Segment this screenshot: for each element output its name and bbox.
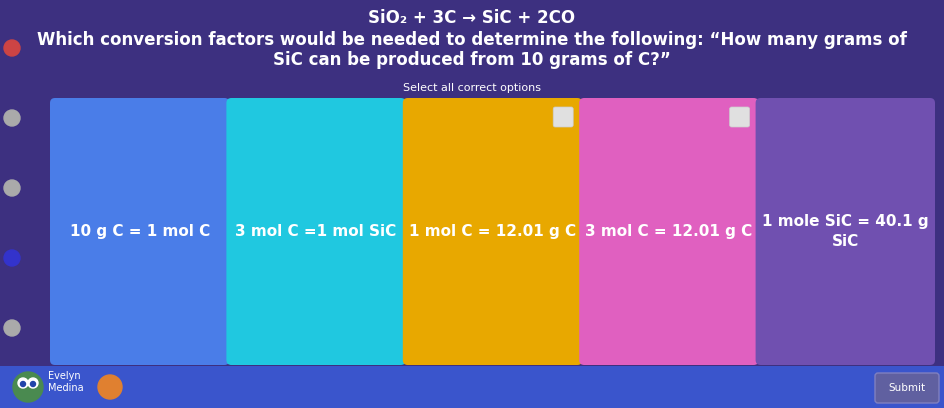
FancyBboxPatch shape [580,98,759,365]
Circle shape [4,250,20,266]
FancyBboxPatch shape [875,373,939,403]
Circle shape [21,381,25,386]
FancyBboxPatch shape [730,107,750,127]
Text: 3 mol C = 12.01 g C: 3 mol C = 12.01 g C [585,224,752,239]
Circle shape [28,378,38,388]
FancyBboxPatch shape [553,107,573,127]
Text: 3 mol C =1 mol SiC: 3 mol C =1 mol SiC [235,224,396,239]
FancyBboxPatch shape [403,98,582,365]
Circle shape [4,180,20,196]
Circle shape [18,378,28,388]
Circle shape [98,375,122,399]
Circle shape [13,372,43,402]
Text: SiC can be produced from 10 grams of C?”: SiC can be produced from 10 grams of C?” [273,51,671,69]
FancyBboxPatch shape [50,98,229,365]
FancyBboxPatch shape [755,98,935,365]
Text: 10 g C = 1 mol C: 10 g C = 1 mol C [70,224,210,239]
Text: Submit: Submit [888,383,925,393]
Circle shape [4,320,20,336]
FancyBboxPatch shape [0,366,944,408]
Circle shape [30,381,36,386]
FancyBboxPatch shape [0,0,944,128]
Text: 1 mol C = 12.01 g C: 1 mol C = 12.01 g C [409,224,576,239]
Text: Select all correct options: Select all correct options [403,83,541,93]
Circle shape [4,40,20,56]
Text: Evelyn
Medina: Evelyn Medina [48,371,84,393]
Text: Which conversion factors would be needed to determine the following: “How many g: Which conversion factors would be needed… [37,31,907,49]
FancyBboxPatch shape [227,98,406,365]
Text: SiO₂ + 3C → SiC + 2CO: SiO₂ + 3C → SiC + 2CO [368,9,576,27]
Circle shape [4,110,20,126]
Text: 1 mole SiC = 40.1 g
SiC: 1 mole SiC = 40.1 g SiC [762,214,929,249]
